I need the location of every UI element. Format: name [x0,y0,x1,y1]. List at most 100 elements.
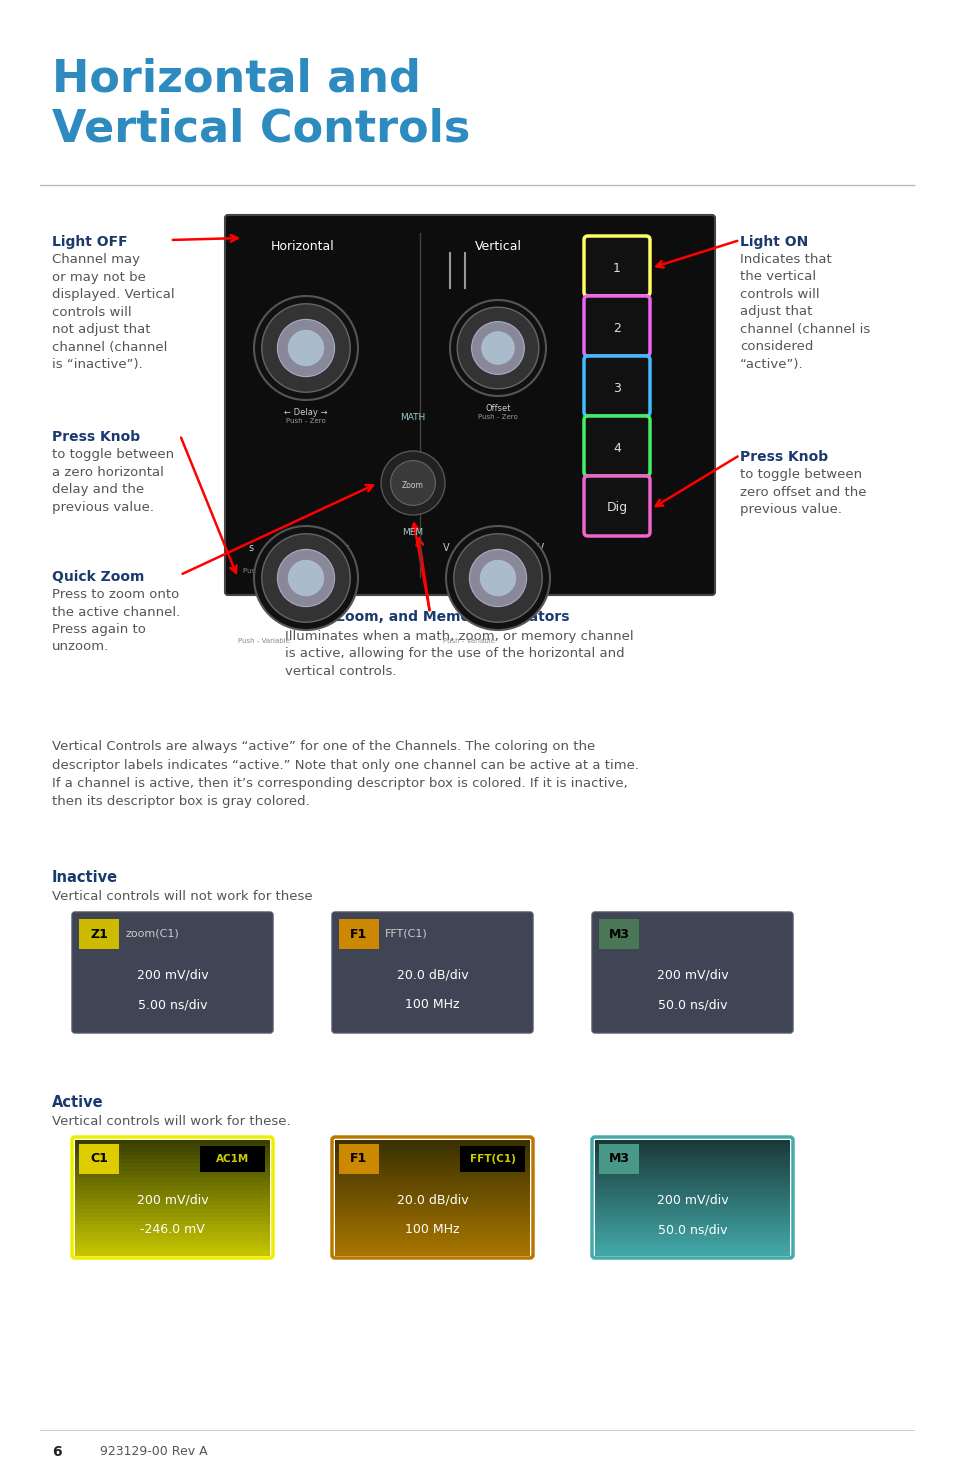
Text: 200 mV/div: 200 mV/div [656,1193,727,1207]
Bar [335,1212,530,1218]
Circle shape [450,299,545,395]
Text: Vertical controls will work for these.: Vertical controls will work for these. [52,1115,291,1128]
Bar [335,1205,530,1209]
Text: Inactive: Inactive [52,870,118,885]
Bar [75,1251,270,1257]
Text: 20.0 dB/div: 20.0 dB/div [396,968,468,981]
Bar [75,1143,270,1149]
Text: Push - Variable: Push - Variable [442,639,495,645]
Bar [595,1217,789,1221]
FancyBboxPatch shape [583,355,649,416]
Circle shape [253,527,357,630]
Circle shape [288,560,324,596]
Text: Z1: Z1 [90,928,108,941]
Bar [335,1179,530,1183]
Text: 3: 3 [613,382,620,394]
Bar [75,1210,270,1214]
FancyBboxPatch shape [598,919,639,948]
FancyBboxPatch shape [338,919,378,948]
Circle shape [454,534,541,622]
Bar [335,1232,530,1238]
Bar [335,1174,530,1180]
Text: Channel may
or may not be
displayed. Vertical
controls will
not adjust that
chan: Channel may or may not be displayed. Ver… [52,254,174,372]
Text: MATH: MATH [400,413,425,422]
Text: s: s [248,543,253,553]
Text: M3: M3 [608,1152,629,1165]
Bar [75,1220,270,1226]
Text: Light OFF: Light OFF [52,235,128,249]
FancyBboxPatch shape [71,912,273,1032]
Bar [459,1146,524,1173]
Bar [595,1229,789,1233]
Text: Press Knob: Press Knob [52,431,140,444]
Text: Push - Variable: Push - Variable [237,639,290,645]
Text: to toggle between
zero offset and the
previous value.: to toggle between zero offset and the pr… [740,468,865,516]
Text: Offset: Offset [485,404,510,413]
Bar [75,1239,270,1245]
Circle shape [277,549,335,606]
Bar [595,1224,789,1229]
Bar [595,1193,789,1199]
Text: Active: Active [52,1094,104,1111]
Bar [335,1167,530,1171]
FancyBboxPatch shape [583,236,649,296]
Text: Push - Zero: Push - Zero [286,417,326,423]
Bar [335,1193,530,1199]
Bar [75,1181,270,1187]
FancyBboxPatch shape [79,1145,119,1174]
Text: Vertical Controls are always “active” for one of the Channels. The coloring on t: Vertical Controls are always “active” fo… [52,740,639,808]
Bar [335,1229,530,1233]
Bar [595,1205,789,1209]
Bar [595,1174,789,1180]
Text: Horizontal: Horizontal [271,240,335,254]
Bar [595,1179,789,1183]
FancyBboxPatch shape [598,1145,639,1174]
Circle shape [446,527,550,630]
Bar [335,1181,530,1187]
Text: -246.0 mV: -246.0 mV [140,1223,205,1236]
Text: 200 mV/div: 200 mV/div [136,1193,208,1207]
Bar [335,1186,530,1190]
Bar [595,1181,789,1187]
Bar [595,1167,789,1171]
Text: Indicates that
the vertical
controls will
adjust that
channel (channel is
consid: Indicates that the vertical controls wil… [740,254,869,372]
Bar [335,1143,530,1149]
Bar [595,1201,789,1207]
Circle shape [479,560,516,596]
Circle shape [390,460,435,506]
Text: 100 MHz: 100 MHz [405,999,459,1012]
Bar [75,1159,270,1164]
Text: 1: 1 [613,261,620,274]
Bar [335,1251,530,1257]
FancyBboxPatch shape [583,476,649,535]
Text: Press to zoom onto
the active channel.
Press again to
unzoom.: Press to zoom onto the active channel. P… [52,589,180,653]
Bar [75,1148,270,1152]
Bar [75,1205,270,1209]
Text: M3: M3 [608,928,629,941]
Bar [595,1243,789,1248]
Text: Push - Zero: Push - Zero [477,414,517,420]
Circle shape [380,451,444,515]
Bar [75,1248,270,1252]
Bar [75,1186,270,1190]
Bar [335,1198,530,1202]
Text: 6: 6 [52,1446,62,1459]
Bar [595,1190,789,1195]
Bar [75,1243,270,1248]
Text: mV: mV [527,543,543,553]
Text: 50.0 ns/div: 50.0 ns/div [657,999,726,1012]
Text: F1: F1 [350,928,367,941]
Text: Push - Variable: Push - Variable [243,568,294,574]
Text: 5.00 ns/div: 5.00 ns/div [137,999,207,1012]
FancyBboxPatch shape [583,296,649,355]
Bar [75,1171,270,1176]
Bar [335,1243,530,1248]
Bar [595,1232,789,1238]
Text: Zoom: Zoom [401,481,423,491]
Bar [335,1239,530,1245]
Bar [595,1162,789,1168]
Bar [335,1155,530,1161]
Text: Push - Variable: Push - Variable [448,568,499,574]
Bar [335,1236,530,1240]
Text: ns: ns [337,543,349,553]
